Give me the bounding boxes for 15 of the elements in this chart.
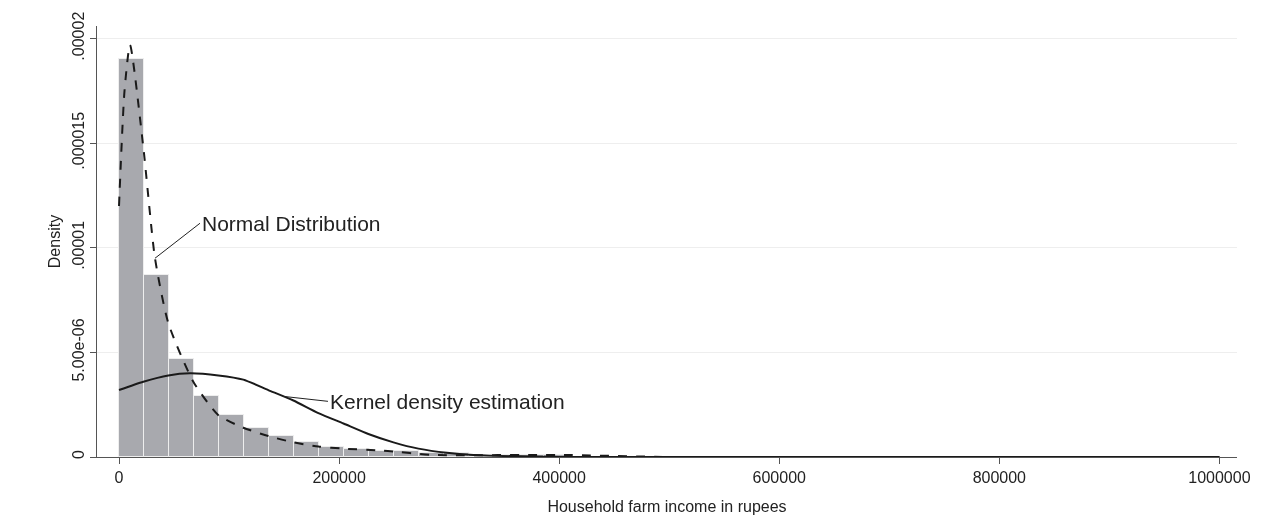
x-tick-label: 0	[114, 469, 124, 487]
y-tick-label: .00002	[69, 11, 87, 61]
x-tick-label: 600000	[752, 469, 807, 487]
x-tick-label: 800000	[972, 469, 1027, 487]
y-tick-label: .000015	[69, 111, 87, 170]
y-tick-label: 5.00e-06	[69, 318, 87, 382]
y-tick-label: .00001	[69, 220, 87, 270]
x-tick-label: 1000000	[1188, 469, 1251, 487]
y-tick-label: 0	[69, 450, 87, 460]
annotation: Kernel density estimation	[330, 390, 565, 413]
y-axis-title: Density	[46, 214, 64, 269]
annotation: Normal Distribution	[202, 212, 381, 235]
x-tick-label: 400000	[532, 469, 586, 487]
x-tick-label: 200000	[312, 469, 366, 487]
x-axis-title: Household farm income in rupees	[547, 497, 787, 515]
